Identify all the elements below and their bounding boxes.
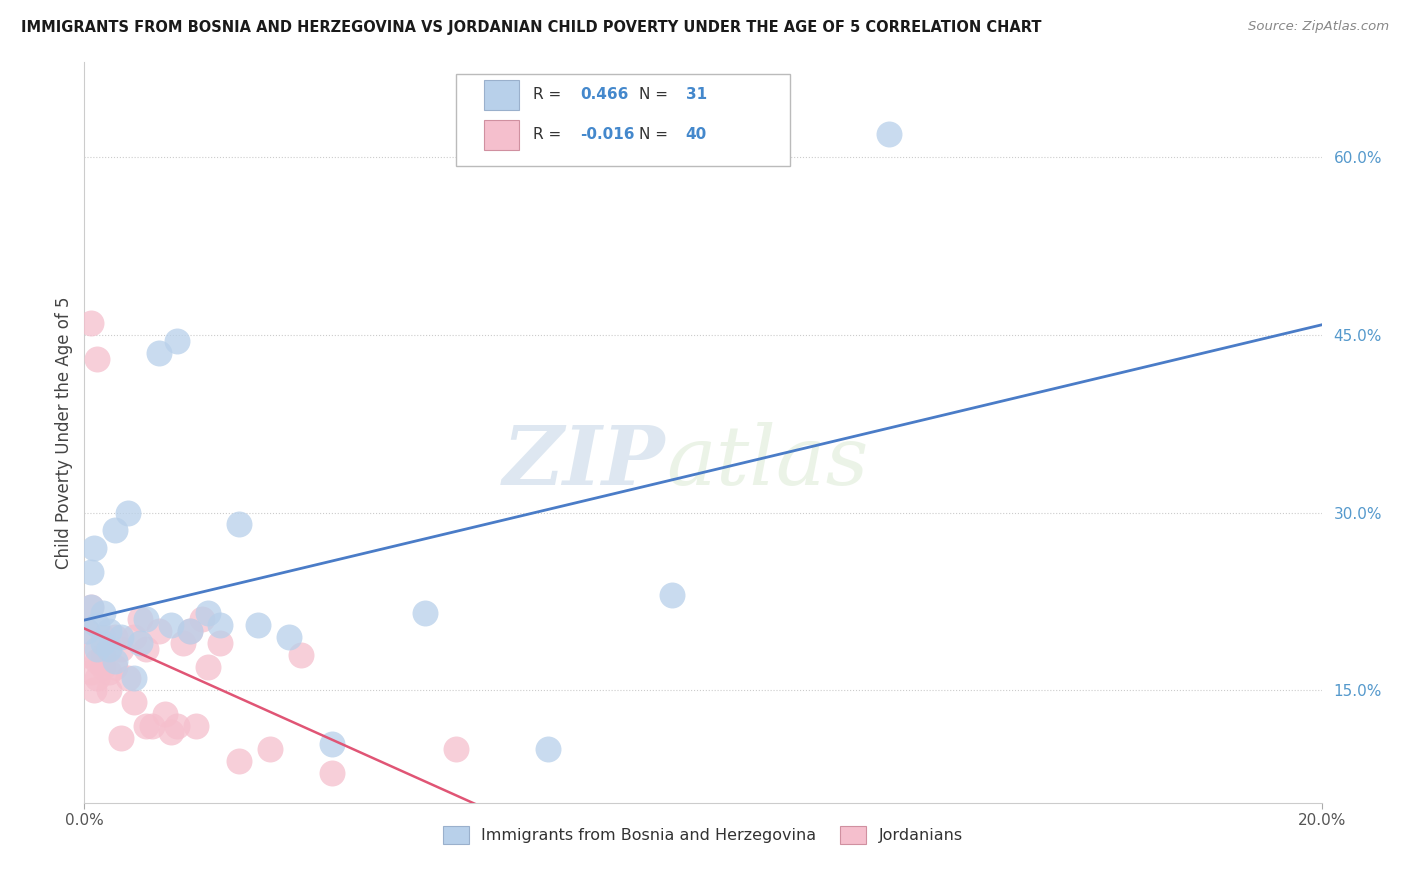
- Point: [122, 630, 145, 644]
- Point: [259, 742, 281, 756]
- Point: [110, 731, 132, 745]
- Point: [110, 630, 132, 644]
- Point: [86, 618, 108, 632]
- Point: [148, 624, 170, 638]
- Point: [86, 351, 108, 366]
- Point: [83, 541, 105, 555]
- Point: [122, 695, 145, 709]
- Point: [277, 630, 299, 644]
- Point: [197, 607, 219, 621]
- Point: [83, 683, 105, 698]
- Point: [228, 755, 250, 769]
- Point: [79, 316, 101, 330]
- Point: [129, 612, 152, 626]
- Point: [179, 624, 201, 638]
- Point: [117, 672, 139, 686]
- Text: 40: 40: [686, 128, 707, 143]
- Point: [209, 636, 232, 650]
- Point: [98, 665, 121, 680]
- Point: [166, 719, 188, 733]
- Point: [76, 624, 98, 638]
- Point: [122, 672, 145, 686]
- Point: [91, 659, 114, 673]
- Point: [290, 648, 312, 662]
- Text: R =: R =: [533, 128, 567, 143]
- FancyBboxPatch shape: [484, 120, 519, 150]
- Point: [91, 607, 114, 621]
- Point: [228, 517, 250, 532]
- Point: [91, 630, 114, 644]
- Point: [117, 506, 139, 520]
- Point: [79, 565, 101, 579]
- Point: [79, 665, 101, 680]
- Point: [91, 636, 114, 650]
- Text: IMMIGRANTS FROM BOSNIA AND HERZEGOVINA VS JORDANIAN CHILD POVERTY UNDER THE AGE : IMMIGRANTS FROM BOSNIA AND HERZEGOVINA V…: [21, 20, 1042, 35]
- Point: [98, 641, 121, 656]
- Point: [160, 724, 183, 739]
- Point: [129, 636, 152, 650]
- Legend: Immigrants from Bosnia and Herzegovina, Jordanians: Immigrants from Bosnia and Herzegovina, …: [437, 819, 969, 850]
- Point: [246, 618, 269, 632]
- Point: [98, 624, 121, 638]
- Point: [877, 127, 900, 141]
- Point: [160, 618, 183, 632]
- Point: [413, 607, 436, 621]
- Point: [135, 719, 157, 733]
- Text: R =: R =: [533, 87, 567, 103]
- FancyBboxPatch shape: [484, 80, 519, 110]
- Text: -0.016: -0.016: [581, 128, 636, 143]
- Point: [197, 659, 219, 673]
- Point: [79, 600, 101, 615]
- Text: N =: N =: [638, 87, 672, 103]
- Point: [86, 641, 108, 656]
- Point: [110, 641, 132, 656]
- Point: [321, 766, 343, 780]
- Point: [135, 641, 157, 656]
- Point: [79, 600, 101, 615]
- Point: [76, 624, 98, 638]
- FancyBboxPatch shape: [456, 73, 790, 166]
- Point: [148, 345, 170, 359]
- Text: 31: 31: [686, 87, 707, 103]
- Point: [537, 742, 560, 756]
- Point: [86, 672, 108, 686]
- Text: atlas: atlas: [666, 422, 869, 502]
- Point: [191, 612, 214, 626]
- Point: [179, 624, 201, 638]
- Point: [141, 719, 163, 733]
- Point: [661, 589, 683, 603]
- Point: [104, 630, 127, 644]
- Point: [172, 636, 194, 650]
- Point: [75, 648, 97, 662]
- Y-axis label: Child Poverty Under the Age of 5: Child Poverty Under the Age of 5: [55, 296, 73, 569]
- Text: Source: ZipAtlas.com: Source: ZipAtlas.com: [1249, 20, 1389, 33]
- Text: ZIP: ZIP: [503, 422, 666, 502]
- Point: [135, 612, 157, 626]
- Point: [444, 742, 467, 756]
- Point: [153, 706, 176, 721]
- Point: [184, 719, 207, 733]
- Text: 0.466: 0.466: [581, 87, 628, 103]
- Point: [321, 737, 343, 751]
- Point: [104, 524, 127, 538]
- Point: [91, 648, 114, 662]
- Point: [104, 659, 127, 673]
- Point: [86, 654, 108, 668]
- Text: N =: N =: [638, 128, 672, 143]
- Point: [98, 683, 121, 698]
- Point: [104, 654, 127, 668]
- Point: [209, 618, 232, 632]
- Point: [166, 334, 188, 348]
